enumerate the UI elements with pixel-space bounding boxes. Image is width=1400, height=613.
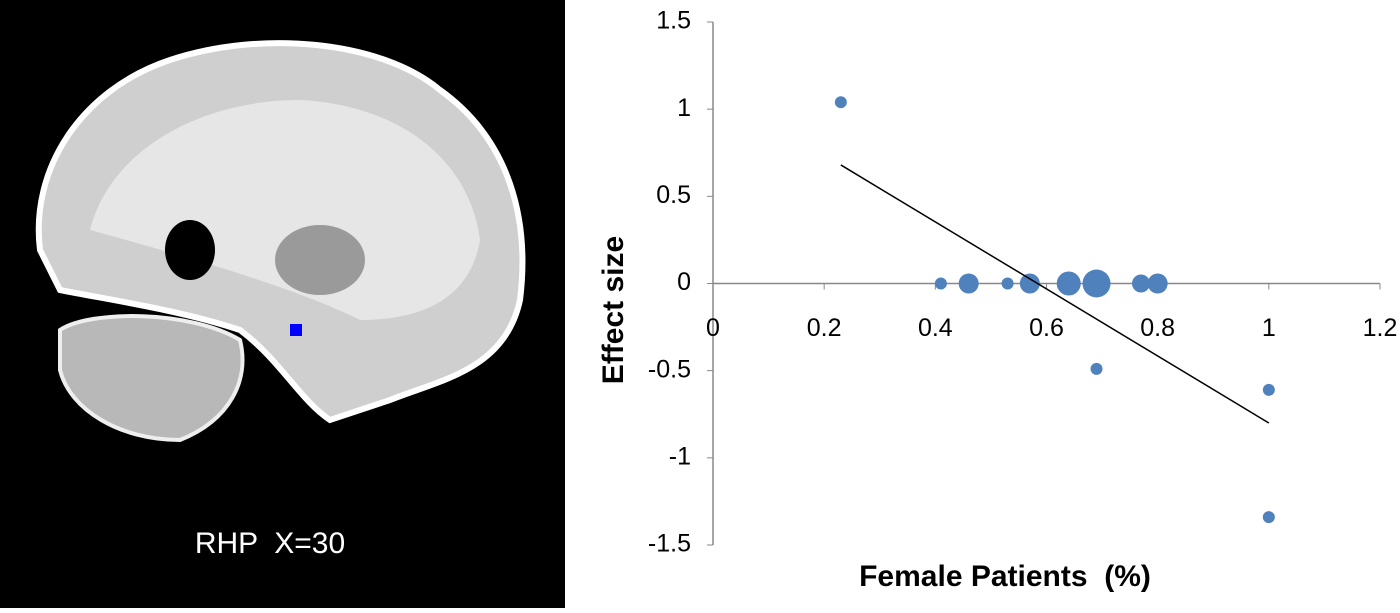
bubble (834, 96, 847, 109)
y-tick-label: -1.5 (648, 530, 691, 558)
x-tick-label: 1.2 (1363, 314, 1398, 342)
bubble (958, 273, 979, 294)
x-tick-label: 0.8 (1140, 314, 1175, 342)
y-tick-label: -0.5 (648, 355, 691, 383)
y-tick-label: 0 (677, 268, 691, 296)
image-label: RHP X=30 (195, 527, 345, 560)
y-tick-label: 1.5 (656, 7, 691, 35)
bubble (1082, 269, 1111, 298)
x-tick-label: 0.2 (807, 314, 842, 342)
bubble (1147, 273, 1168, 294)
x-tick-label: 1 (1262, 314, 1276, 342)
y-tick-label: -1 (669, 442, 691, 470)
x-axis-title: Female Patients (%) (859, 560, 1151, 593)
bubble (1131, 274, 1150, 293)
bubble (1019, 273, 1040, 294)
bubble (1056, 271, 1081, 296)
brain-image (35, 40, 526, 443)
trend-line (840, 164, 1270, 424)
y-tick-label: 1 (677, 94, 691, 122)
bubble (1001, 277, 1014, 290)
x-tick-label: 0.6 (1029, 314, 1064, 342)
bubble (1262, 383, 1275, 396)
bubble (934, 277, 947, 290)
x-tick-label: 0.4 (918, 314, 953, 342)
y-tick-label: 0.5 (656, 181, 691, 209)
y-axis-title: Effect size (597, 236, 630, 384)
bubble (1262, 511, 1275, 524)
bubble (1090, 362, 1103, 375)
x-tick-label: 0 (706, 314, 720, 342)
